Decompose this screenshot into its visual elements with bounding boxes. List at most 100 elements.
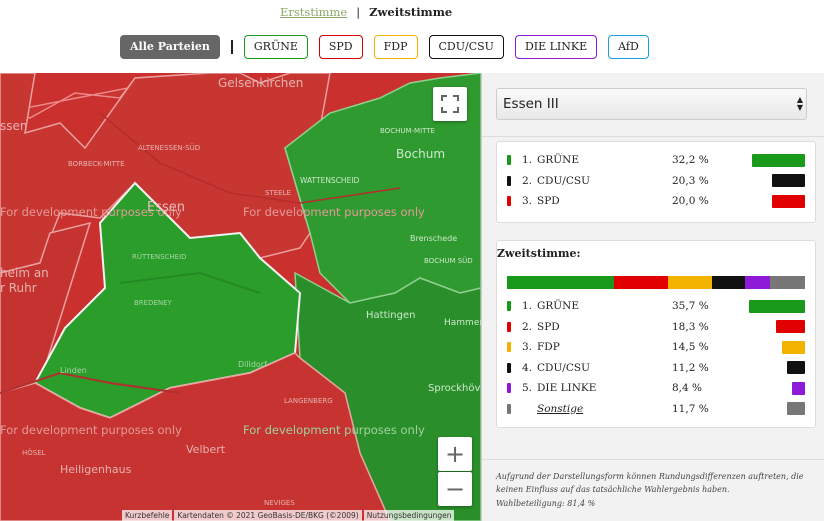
filter-afd[interactable]: AfD bbox=[608, 35, 649, 59]
result-row: 2. CDU/CSU 20,3 % bbox=[497, 171, 815, 192]
switch-separator: | bbox=[356, 5, 361, 19]
vote-type-switch: Erststimme | Zweitstimme bbox=[280, 5, 452, 19]
result-percent: 14,5 % bbox=[672, 341, 709, 354]
stacked-bar-segment bbox=[770, 276, 805, 289]
result-bar bbox=[786, 402, 805, 416]
party-color-marker bbox=[507, 196, 511, 207]
zoom-out-button[interactable]: − bbox=[438, 472, 472, 506]
result-party: SPD bbox=[537, 320, 560, 333]
filter-spd[interactable]: SPD bbox=[318, 35, 363, 59]
erststimme-link[interactable]: Erststimme bbox=[280, 5, 348, 19]
result-rank: 3. bbox=[522, 341, 533, 354]
zweitstimme-link[interactable]: Zweitstimme bbox=[369, 5, 453, 19]
filter-cdu-csu[interactable]: CDU/CSU bbox=[428, 35, 504, 59]
result-bar bbox=[772, 194, 805, 208]
district-west[interactable] bbox=[0, 221, 92, 394]
result-rank: 4. bbox=[522, 361, 533, 374]
result-bar bbox=[782, 340, 805, 354]
minus-icon: − bbox=[444, 475, 466, 503]
map-label: HÖSEL bbox=[22, 448, 46, 457]
map-label: WATTENSCHEID bbox=[300, 176, 360, 185]
map-label: Heiligenhaus bbox=[60, 463, 132, 476]
result-party: DIE LINKE bbox=[537, 382, 597, 395]
map-label: Velbert bbox=[186, 443, 226, 456]
election-map[interactable]: For development purposes only For develo… bbox=[0, 73, 481, 521]
note-divider bbox=[482, 459, 824, 460]
map-river bbox=[119, 271, 261, 294]
keyboard-shortcuts-link[interactable]: Kurzbefehle bbox=[122, 510, 173, 521]
result-percent: 11,2 % bbox=[672, 361, 709, 374]
map-watermark: For development purposes only bbox=[0, 205, 182, 219]
party-color-marker bbox=[507, 175, 511, 186]
results-panel: Essen III ▲ ▼ 1. GRÜNE 32,2 % 2. CDU/CSU 20,3 … bbox=[481, 73, 824, 521]
result-party: SPD bbox=[537, 195, 560, 208]
map-label: Dilldorf bbox=[238, 360, 267, 369]
map-label: heim an bbox=[0, 266, 49, 280]
result-percent: 18,3 % bbox=[672, 320, 709, 333]
terms-of-use-link[interactable]: Nutzungsbedingungen bbox=[363, 510, 455, 521]
map-road bbox=[99, 112, 401, 204]
filter-all-parties[interactable]: Alle Parteien bbox=[120, 35, 220, 59]
map-watermark: For development purposes only bbox=[0, 423, 182, 437]
panel-divider bbox=[482, 136, 824, 137]
result-party: GRÜNE bbox=[537, 154, 579, 167]
stacked-bar-segment bbox=[507, 276, 614, 289]
result-rank: 2. bbox=[522, 174, 533, 187]
rounding-note: Aufgrund der Darstellungsform können Run… bbox=[496, 470, 812, 510]
map-watermark: For development purposes only bbox=[243, 205, 425, 219]
map-road bbox=[0, 371, 181, 394]
result-row: 2. SPD 18,3 % bbox=[497, 317, 815, 338]
result-bar bbox=[791, 381, 805, 395]
result-bar bbox=[752, 153, 805, 167]
fullscreen-button[interactable] bbox=[433, 87, 467, 121]
result-row: 4. CDU/CSU 11,2 % bbox=[497, 358, 815, 379]
result-row: 3. FDP 14,5 % bbox=[497, 337, 815, 358]
result-party[interactable]: Sonstige bbox=[537, 402, 584, 415]
map-label: Hammer bbox=[444, 318, 481, 328]
map-label: Hattingen bbox=[366, 310, 415, 321]
select-arrows-icon: ▲ ▼ bbox=[796, 95, 803, 112]
result-bar bbox=[787, 361, 805, 375]
map-label: ALTENESSEN-SÜD bbox=[138, 143, 200, 152]
filter-gruene[interactable]: GRÜNE bbox=[243, 35, 308, 59]
map-label: LANGENBERG bbox=[284, 397, 333, 405]
result-party: CDU/CSU bbox=[537, 361, 590, 374]
map-label: BOCHUM SÜD bbox=[424, 256, 473, 265]
rounding-note-text: Aufgrund der Darstellungsform können Run… bbox=[496, 472, 804, 494]
map-label: Bochum bbox=[396, 147, 445, 161]
result-rank: 5. bbox=[522, 382, 533, 395]
party-filter-bar: Alle Parteien GRÜNE SPD FDP CDU/CSU DIE … bbox=[120, 35, 660, 59]
result-party: CDU/CSU bbox=[537, 174, 590, 187]
result-bar bbox=[776, 320, 805, 334]
result-rank: 3. bbox=[522, 195, 533, 208]
result-percent: 20,3 % bbox=[672, 174, 709, 187]
map-attribution: Kurzbefehle Kartendaten © 2021 GeoBasis-… bbox=[122, 510, 456, 521]
party-color-marker bbox=[507, 342, 511, 353]
map-label: Linden bbox=[60, 366, 87, 375]
map-label: BREDENEY bbox=[134, 299, 173, 307]
map-label: r Ruhr bbox=[0, 281, 37, 295]
result-bar bbox=[771, 174, 805, 188]
filter-fdp[interactable]: FDP bbox=[373, 35, 418, 59]
district-velbert[interactable] bbox=[0, 352, 391, 521]
district-select[interactable]: Essen III ▲ ▼ bbox=[496, 88, 807, 120]
filter-die-linke[interactable]: DIE LINKE bbox=[514, 35, 598, 59]
zweitstimme-list: 1. GRÜNE 35,7 % 2. SPD 18,3 % 3. FDP 14,5 % 4. CDU… bbox=[497, 296, 815, 419]
map-canvas[interactable]: For development purposes only For develo… bbox=[0, 73, 481, 521]
result-rank: 2. bbox=[522, 320, 533, 333]
plus-icon: + bbox=[444, 440, 466, 468]
zoom-in-button[interactable]: + bbox=[438, 437, 472, 471]
filter-divider bbox=[230, 40, 233, 54]
result-row: 3. SPD 20,0 % bbox=[497, 191, 815, 212]
map-label: BOCHUM-MITTE bbox=[380, 127, 435, 135]
map-label: NEVIGES bbox=[264, 499, 295, 507]
party-color-marker bbox=[507, 321, 511, 332]
map-watermark: For development purposes only bbox=[243, 423, 425, 437]
stacked-bar-segment bbox=[668, 276, 712, 289]
party-color-marker bbox=[507, 383, 511, 394]
result-row: 5. DIE LINKE 8,4 % bbox=[497, 378, 815, 399]
map-label: ssen bbox=[0, 119, 28, 133]
map-label: Gelsenkirchen bbox=[218, 76, 303, 90]
fullscreen-icon bbox=[441, 95, 459, 113]
district-select-value: Essen III bbox=[503, 96, 559, 112]
